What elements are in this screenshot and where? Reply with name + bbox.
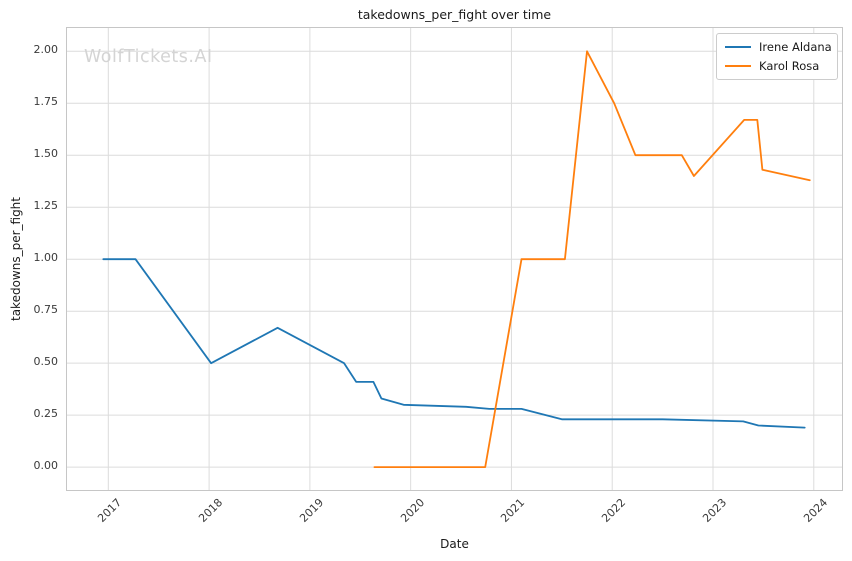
x-tick-label: 2024 [800,496,830,525]
plot-canvas [67,28,842,490]
x-tick-label: 2020 [397,496,427,525]
x-axis-label: Date [440,537,469,551]
legend: Irene Aldana Karol Rosa [716,33,838,80]
x-tick-label: 2023 [700,496,730,525]
legend-entry-irene-aldana: Irene Aldana [725,40,832,54]
y-tick-label: 0.00 [33,459,59,473]
y-tick-label: 0.25 [33,407,59,421]
y-tick-label: 1.50 [33,147,59,161]
legend-entry-karol-rosa: Karol Rosa [725,59,829,73]
legend-line-swatch-blue [725,46,751,48]
y-tick-label: 1.75 [33,95,59,109]
x-tick-label: 2022 [599,496,629,525]
series-line-irene-aldana [102,258,806,429]
series-line-karol-rosa [373,50,811,469]
x-tick-label: 2017 [95,496,125,525]
x-tick-label: 2018 [196,496,226,525]
watermark: WolfTickets.AI [84,47,213,67]
y-tick-label: 1.00 [33,251,59,265]
legend-label: Irene Aldana [759,40,832,54]
y-tick-label: 0.50 [33,355,59,369]
y-tick-label: 1.25 [33,199,59,213]
x-tick-label: 2021 [498,496,528,525]
y-tick-label: 2.00 [33,43,59,57]
y-tick-label: 0.75 [33,303,59,317]
legend-label: Karol Rosa [759,59,820,73]
chart-title: takedowns_per_fight over time [357,7,552,22]
legend-line-swatch-orange [725,65,751,67]
x-tick-label: 2019 [297,496,327,525]
plot-area [66,27,843,491]
y-axis-label: takedowns_per_fight [9,197,23,322]
